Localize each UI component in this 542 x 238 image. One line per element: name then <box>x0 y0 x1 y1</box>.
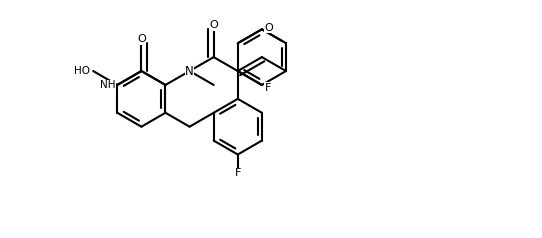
Text: O: O <box>137 34 146 44</box>
Text: N: N <box>185 64 194 78</box>
Text: F: F <box>265 83 271 93</box>
Text: O: O <box>265 23 274 33</box>
Text: O: O <box>209 20 218 30</box>
Text: HO: HO <box>74 66 91 76</box>
Text: NH: NH <box>100 80 116 90</box>
Text: F: F <box>235 169 241 178</box>
